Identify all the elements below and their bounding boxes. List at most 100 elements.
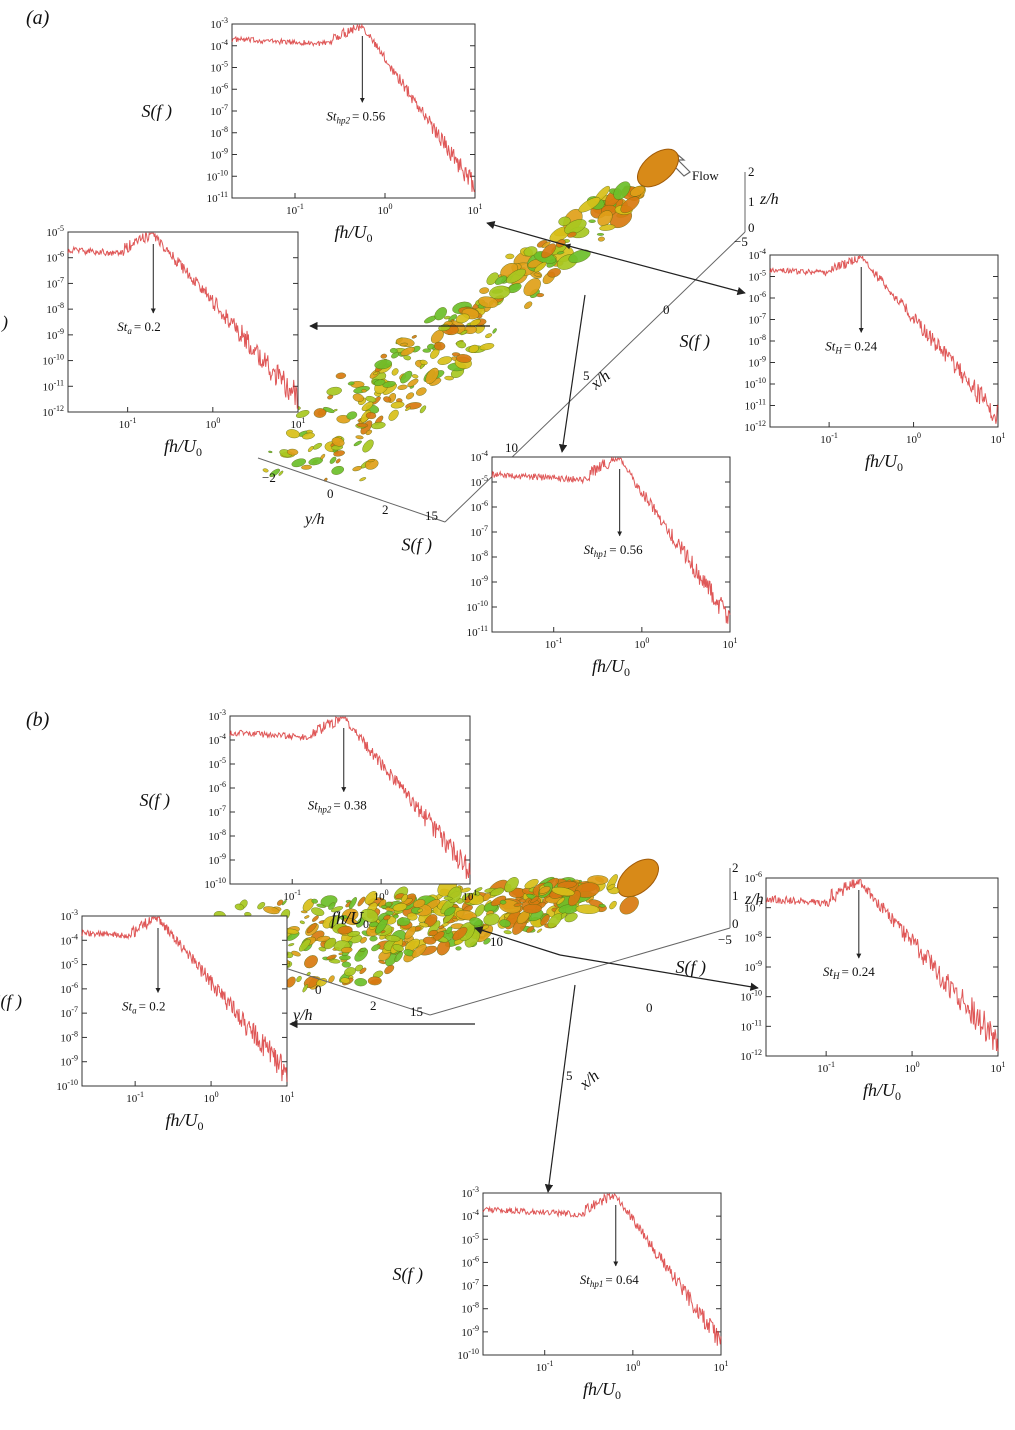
vortex-blob [392,944,404,952]
peak-annotation: Sta = 0.2 [117,319,160,336]
spectrum-y-tick-label: 10-6 [470,499,488,514]
spectrum-y-tick-label: 10-5 [470,474,488,489]
spectrum-x-tick-label: 100 [374,888,389,903]
axis-a-x-label: x/h [587,367,614,393]
axis-a-x-tick-10: 10 [505,440,518,455]
vortex-blob [490,887,505,897]
vortex-blob [288,943,295,947]
spectrum-y-tick-label: 10-10 [457,1347,479,1362]
spectrum-x-tick-label: 101 [714,1359,729,1374]
spectrum-y-tick-label: 10-5 [461,1231,479,1246]
vortex-blob [445,926,453,934]
spectrum-y-tick-label: 10-8 [744,929,762,944]
spectrum-x-tick-label: 101 [991,1060,1006,1075]
spectrum-y-tick-label: 10-12 [42,404,64,419]
axis-a-y-tick-1: 0 [327,486,334,501]
vortex-blob [308,457,323,466]
vortex-blob [568,249,591,264]
spectrum-y-tick-label: 10-5 [210,60,228,75]
vortex-blob [291,950,301,957]
vortex-blob [374,359,393,370]
spectrum-x-tick-label: 100 [905,1060,920,1075]
spectrum-series-line [229,716,471,879]
vortex-blob [268,450,273,454]
vortex-blob [523,278,541,297]
spectrum-inset-a-H: 10-4 10-5 10-6 10-7 10-8 10-9 10-10 10-11 10-12 1… [680,247,1006,474]
vortex-blob [483,938,491,945]
vortex-blob [478,296,499,308]
vortex-blob [302,984,309,993]
vortex-blob [335,458,341,464]
spectrum-y-tick-label: 10-12 [744,419,766,434]
spectrum-y-tick-label: 10-4 [461,1208,479,1223]
vortex-blob [318,946,327,952]
vortex-blob [344,967,356,977]
peak-annotation: StH = 0.24 [825,338,877,355]
spectrum-y-tick-label: 10-7 [748,312,766,327]
vortex-blob [547,913,562,929]
spectrum-y-tick-label: 10-7 [744,900,762,915]
spectrum-frame [229,715,471,885]
vortex-blob [300,910,308,914]
vortex-blob [329,914,341,928]
vortex-blob [506,268,526,284]
vortex-blob [367,976,382,986]
spectrum-inset-a-hp2: 10-3 10-4 10-5 10-6 10-7 10-8 10-9 10-10 10-11 10… [142,16,483,245]
vortex-blob [362,439,374,453]
axis-b-y-tick-1: 0 [315,982,322,997]
vortex-blob [331,465,345,475]
spectrum-y-tick-label: 10-11 [43,378,64,393]
vortex-blob [473,891,480,897]
vortex-blob [599,224,616,231]
vortex-blob [503,930,512,935]
vortex-blob [400,346,415,356]
spectrum-frame [769,254,999,428]
spectrum-x-tick-label: 101 [991,431,1006,446]
vortex-blob [343,917,358,926]
vortex-blob [263,906,280,915]
spectrum-x-tick-label: 101 [280,1090,295,1105]
vortex-blob [557,251,565,255]
vortex-blob [361,389,367,393]
axis-b-z-tick-1: 1 [732,888,739,903]
vortex-blob [556,897,565,905]
spectrum-y-tick-label: 10-11 [745,398,766,413]
spectrum-ylabel: S(f ) [402,535,433,556]
vortex-blob [328,902,336,910]
spectrum-y-tick-label: 10-9 [210,147,228,162]
spectrum-y-tick-label: 10-8 [46,301,64,316]
vortex-blob [524,878,539,889]
axis-a-z-tick-2: 2 [748,164,755,179]
vortex-blob [262,468,269,473]
spectrum-y-tick-label: 10-8 [470,549,488,564]
spectrum-y-tick-label: 10-4 [470,449,488,464]
vortex-blob [396,917,411,926]
vortex-blob [617,858,659,898]
vortex-blob [455,313,470,324]
spectrum-y-tick-label: 10-10 [204,876,226,891]
spectrum-x-tick-label: 101 [723,636,738,651]
vortex-blob [425,367,439,385]
spectrum-xlabel: fh/U0 [592,656,630,679]
vortex-blob [587,875,609,885]
vortex-blob [348,897,357,909]
spectrum-y-tick-label: 10-3 [60,908,78,923]
vortex-blob [323,406,335,414]
vortex-blob [540,914,550,926]
spectrum-ylabel: S(f ) [0,312,8,333]
spectrum-y-tick-label: 10-7 [210,103,228,118]
spectrum-y-tick-label: 10-11 [741,1018,762,1033]
spectrum-y-tick-label: 10-6 [210,81,228,96]
vortex-blob [359,477,367,482]
vortex-blob [468,344,479,354]
spectrum-x-tick-label: 10-1 [283,888,301,903]
vortex-blob [291,458,307,468]
spectrum-series-line [765,878,999,1052]
spectrum-y-tick-label: 10-9 [744,959,762,974]
spectrum-y-tick-label: 10-9 [46,327,64,342]
vortex-blob [327,394,334,400]
peak-annotation: StH = 0.24 [823,964,875,981]
spectrum-y-tick-label: 10-10 [466,599,488,614]
vortex-blob [326,386,342,396]
vortex-blob [330,906,344,913]
